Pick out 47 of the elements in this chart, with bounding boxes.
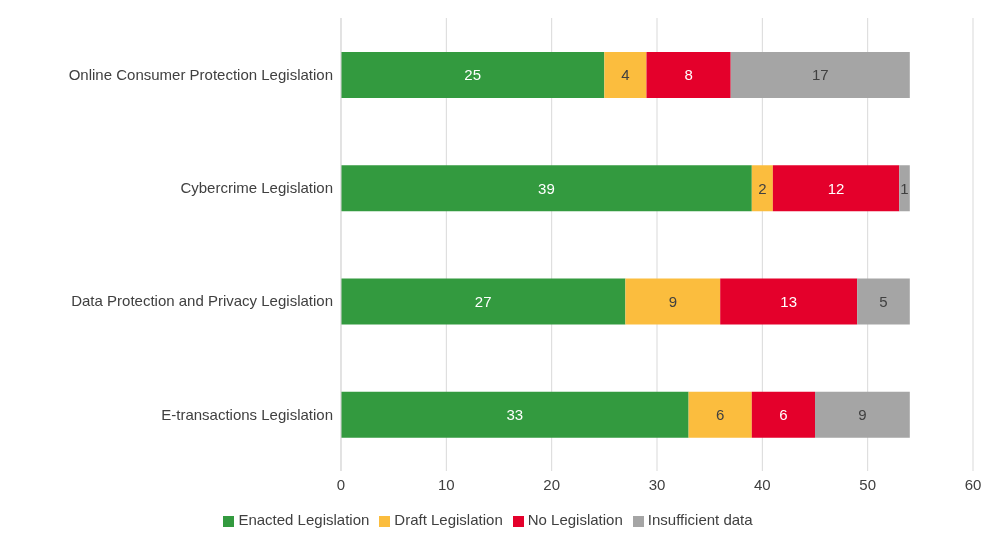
bar xyxy=(604,52,647,98)
data-label: 27 xyxy=(474,292,492,310)
legend-label: Draft Legislation xyxy=(394,511,503,528)
y-tick-label: E-transactions Legislation xyxy=(161,405,333,423)
bar xyxy=(815,391,910,438)
legend-label: Insufficient data xyxy=(647,511,753,528)
x-tick-label: 10 xyxy=(437,475,455,493)
data-label: 39 xyxy=(538,179,555,197)
bar xyxy=(341,52,605,98)
data-label: 8 xyxy=(684,66,693,84)
legend-label: No Legislation xyxy=(527,511,623,528)
bar xyxy=(688,391,752,438)
x-tick-label: 50 xyxy=(859,475,877,493)
bar xyxy=(720,278,858,325)
legend-label: Enacted Legislation xyxy=(238,511,370,528)
bar xyxy=(646,52,731,98)
data-label: 9 xyxy=(668,292,677,310)
y-tick-label: Data Protection and Privacy Legislation xyxy=(71,292,333,310)
y-tick-label: Online Consumer Protection Legislation xyxy=(68,65,333,83)
data-label: 6 xyxy=(716,406,725,424)
data-label: 17 xyxy=(811,66,829,84)
data-label: 5 xyxy=(879,292,888,310)
data-label: 25 xyxy=(464,66,482,84)
y-tick-label: Cybercrime Legislation xyxy=(180,179,333,197)
bar xyxy=(341,165,752,212)
bar xyxy=(341,278,626,325)
bar xyxy=(772,165,900,212)
bar xyxy=(751,165,773,212)
bar xyxy=(341,391,689,438)
data-label: 6 xyxy=(779,406,788,424)
data-label: 1 xyxy=(900,179,909,197)
bar xyxy=(625,278,721,325)
x-tick-label: 30 xyxy=(648,475,666,493)
data-label: 4 xyxy=(621,66,630,84)
x-tick-label: 60 xyxy=(964,475,982,493)
data-label: 12 xyxy=(827,179,845,197)
bar xyxy=(730,52,910,98)
bar xyxy=(857,278,910,325)
x-tick-label: 20 xyxy=(543,475,561,493)
data-label: 2 xyxy=(758,179,767,197)
bar xyxy=(899,165,910,212)
data-label: 33 xyxy=(506,406,524,424)
data-label: 9 xyxy=(858,406,867,424)
data-label: 13 xyxy=(780,292,798,310)
bar xyxy=(751,391,815,438)
x-tick-label: 40 xyxy=(753,475,771,493)
x-tick-label: 0 xyxy=(336,475,346,493)
